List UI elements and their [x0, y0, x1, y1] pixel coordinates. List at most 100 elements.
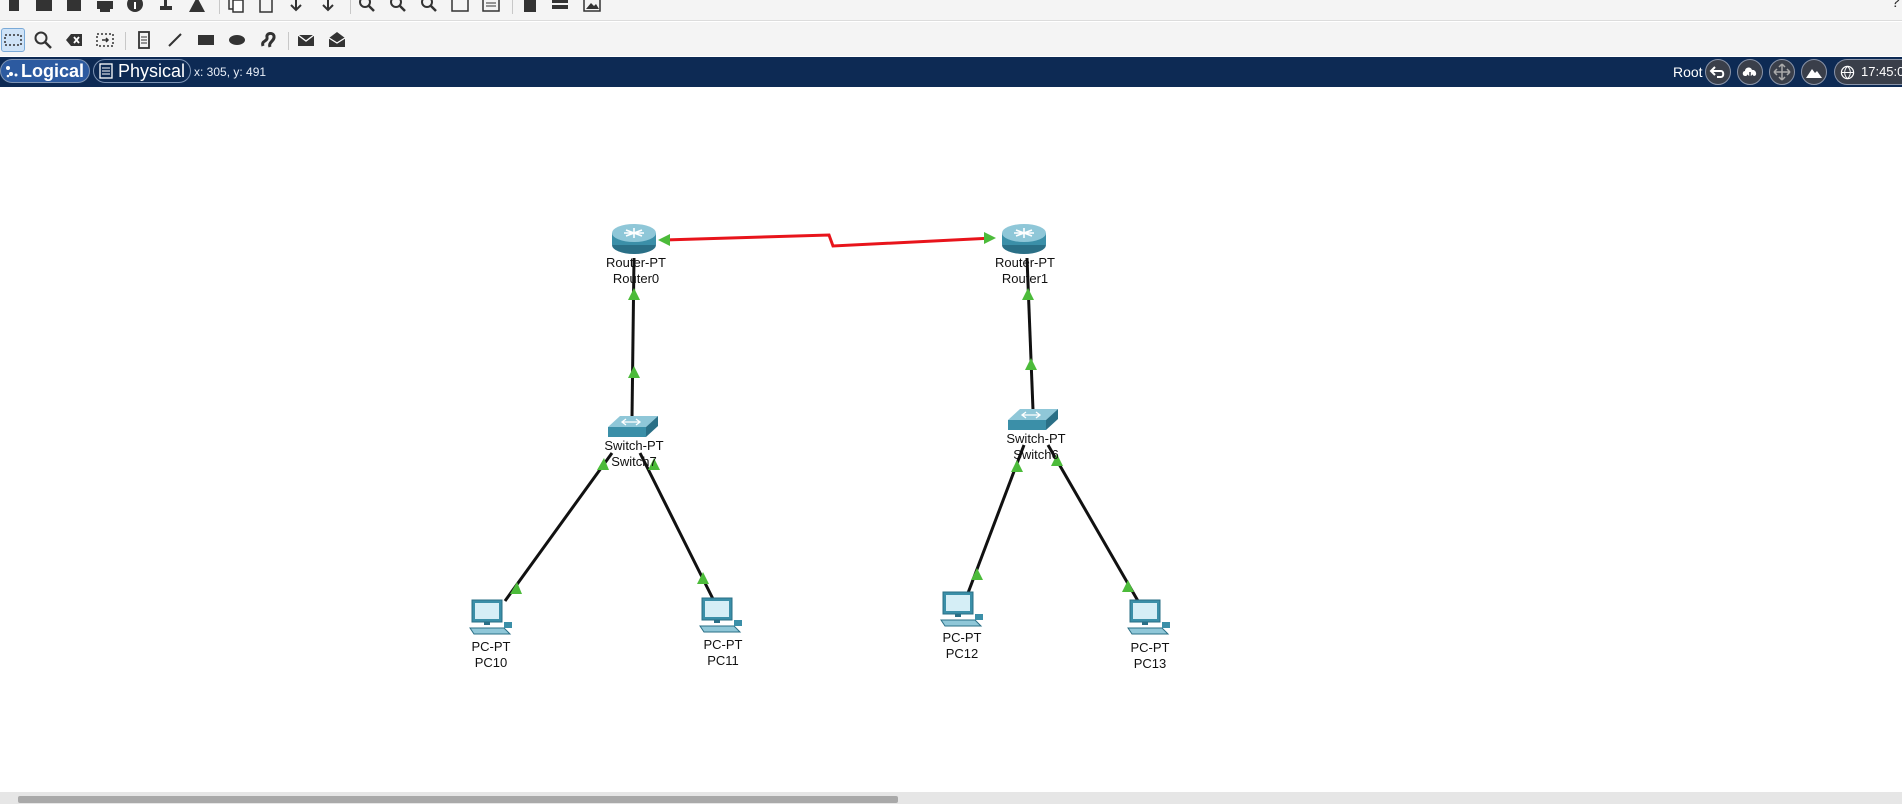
device-model: PC-PT	[942, 630, 982, 645]
link-router1-switch6[interactable]	[1025, 257, 1035, 411]
tab-logical-label: Logical	[21, 60, 85, 81]
new-cluster-button[interactable]	[1737, 59, 1763, 85]
viewport-clock[interactable]: 17:45:0	[1834, 59, 1902, 85]
root-label: Root	[1673, 64, 1703, 80]
link-switch7-pc10[interactable]	[503, 452, 614, 602]
logical-workspace-icon	[6, 66, 18, 78]
network-info-icon[interactable]	[187, 0, 207, 14]
switch6-icon[interactable]	[1008, 409, 1058, 430]
tools-toolbar	[0, 22, 1902, 56]
print-icon[interactable]	[95, 0, 115, 14]
router0-icon[interactable]	[612, 224, 656, 254]
info-icon[interactable]	[125, 0, 145, 14]
tab-logical[interactable]: Logical	[0, 59, 90, 83]
pc13-label: PC-PT PC13	[1100, 640, 1200, 672]
paste-icon[interactable]	[256, 0, 276, 14]
pc11-icon[interactable]	[699, 597, 742, 633]
background-image-icon[interactable]	[582, 0, 602, 14]
freeform-icon[interactable]	[256, 28, 280, 52]
pc11-label: PC-PT PC11	[673, 637, 773, 669]
copy-icon[interactable]	[226, 0, 246, 14]
switch7-label: Switch-PT Switch7	[584, 438, 684, 470]
device-name: PC11	[707, 653, 739, 668]
view-command-log-icon[interactable]	[520, 0, 540, 14]
redo-icon[interactable]	[318, 0, 338, 14]
router1-label: Router-PT Router1	[975, 255, 1075, 287]
delete-icon[interactable]	[62, 28, 86, 52]
link-switch6-pc13[interactable]	[1046, 444, 1140, 602]
link-up-light	[510, 582, 522, 594]
add-complex-pdu-icon[interactable]	[325, 28, 349, 52]
switch6-label: Switch-PT Switch6	[986, 431, 1086, 463]
pc10-label: PC-PT PC10	[441, 639, 541, 671]
tab-physical-label: Physical	[118, 60, 186, 81]
workspace-nav-bar: Logical Physical x: 305, y: 491 Root 17:…	[0, 57, 1902, 87]
pc12-label: PC-PT PC12	[912, 630, 1012, 662]
pc10-icon[interactable]	[469, 599, 512, 635]
add-simple-pdu-icon[interactable]	[294, 28, 318, 52]
link-status-lights	[510, 232, 1134, 594]
device-name: PC10	[474, 655, 508, 670]
move-object-button[interactable]	[1769, 59, 1795, 85]
device-model: PC-PT	[703, 637, 743, 652]
device-name: PC12	[945, 646, 979, 661]
draw-line-icon[interactable]	[163, 28, 187, 52]
serial-link-router0-router1[interactable]	[663, 233, 994, 248]
device-model: Router-PT	[995, 255, 1055, 270]
router1-icon[interactable]	[1002, 224, 1046, 254]
link-up-light	[597, 458, 609, 470]
scrollbar-thumb[interactable]	[18, 796, 898, 803]
device-name: PC13	[1133, 656, 1167, 671]
select-icon[interactable]	[1, 28, 25, 52]
link-up-light	[971, 568, 983, 580]
device-model: Switch-PT	[1006, 431, 1066, 446]
draw-ellipse-icon[interactable]	[225, 28, 249, 52]
activity-wizard-icon[interactable]	[156, 0, 176, 14]
pc12-icon[interactable]	[940, 591, 983, 627]
physical-workspace-icon	[99, 63, 113, 79]
drawing-palette-icon[interactable]	[450, 0, 470, 14]
clock-time: 17:45:0	[1861, 64, 1902, 79]
zoom-reset-icon[interactable]	[388, 0, 408, 14]
horizontal-scrollbar[interactable]	[0, 792, 1902, 804]
switch7-icon[interactable]	[608, 416, 658, 437]
device-model: Switch-PT	[604, 438, 664, 453]
link-up-light	[1122, 580, 1134, 592]
pc13-icon[interactable]	[1127, 599, 1170, 635]
cloud-icon	[1742, 67, 1757, 80]
undo-icon[interactable]	[286, 0, 306, 14]
device-name: Switch6	[1013, 447, 1059, 462]
back-arrow-icon	[1709, 66, 1725, 78]
new-icon[interactable]	[4, 0, 24, 14]
landscape-icon	[1806, 69, 1822, 78]
custom-devices-icon[interactable]	[481, 0, 501, 14]
help-icon[interactable]: ?	[1891, 0, 1900, 11]
device-model: PC-PT	[471, 639, 511, 654]
zoom-out-icon[interactable]	[419, 0, 439, 14]
resize-shape-icon[interactable]	[93, 28, 117, 52]
link-up-light	[648, 458, 660, 470]
move-arrows-icon	[1773, 63, 1791, 81]
set-tiled-background-button[interactable]	[1801, 59, 1827, 85]
save-icon[interactable]	[64, 0, 84, 14]
device-name: Router0	[612, 271, 660, 286]
draw-rectangle-icon[interactable]	[194, 28, 218, 52]
device-model: PC-PT	[1130, 640, 1170, 655]
link-up-light	[1025, 358, 1037, 370]
cluster-icon[interactable]	[550, 0, 570, 14]
place-note-icon[interactable]	[132, 28, 156, 52]
tab-physical[interactable]: Physical	[93, 59, 191, 83]
back-button[interactable]	[1705, 59, 1731, 85]
zoom-in-icon[interactable]	[357, 0, 377, 14]
link-up-light	[1051, 454, 1063, 466]
open-icon[interactable]	[34, 0, 54, 14]
link-router0-switch7[interactable]	[630, 257, 636, 419]
link-up-light	[697, 572, 709, 584]
link-up-light	[984, 232, 996, 244]
globe-icon	[1840, 65, 1855, 80]
link-up-light	[628, 288, 640, 300]
device-model: Router-PT	[606, 255, 666, 270]
inspect-icon[interactable]	[31, 28, 55, 52]
device-name: Switch7	[611, 454, 657, 469]
logical-workspace-canvas[interactable]: Router-PT Router0 Router-PT Router1 Swit…	[0, 88, 1902, 792]
